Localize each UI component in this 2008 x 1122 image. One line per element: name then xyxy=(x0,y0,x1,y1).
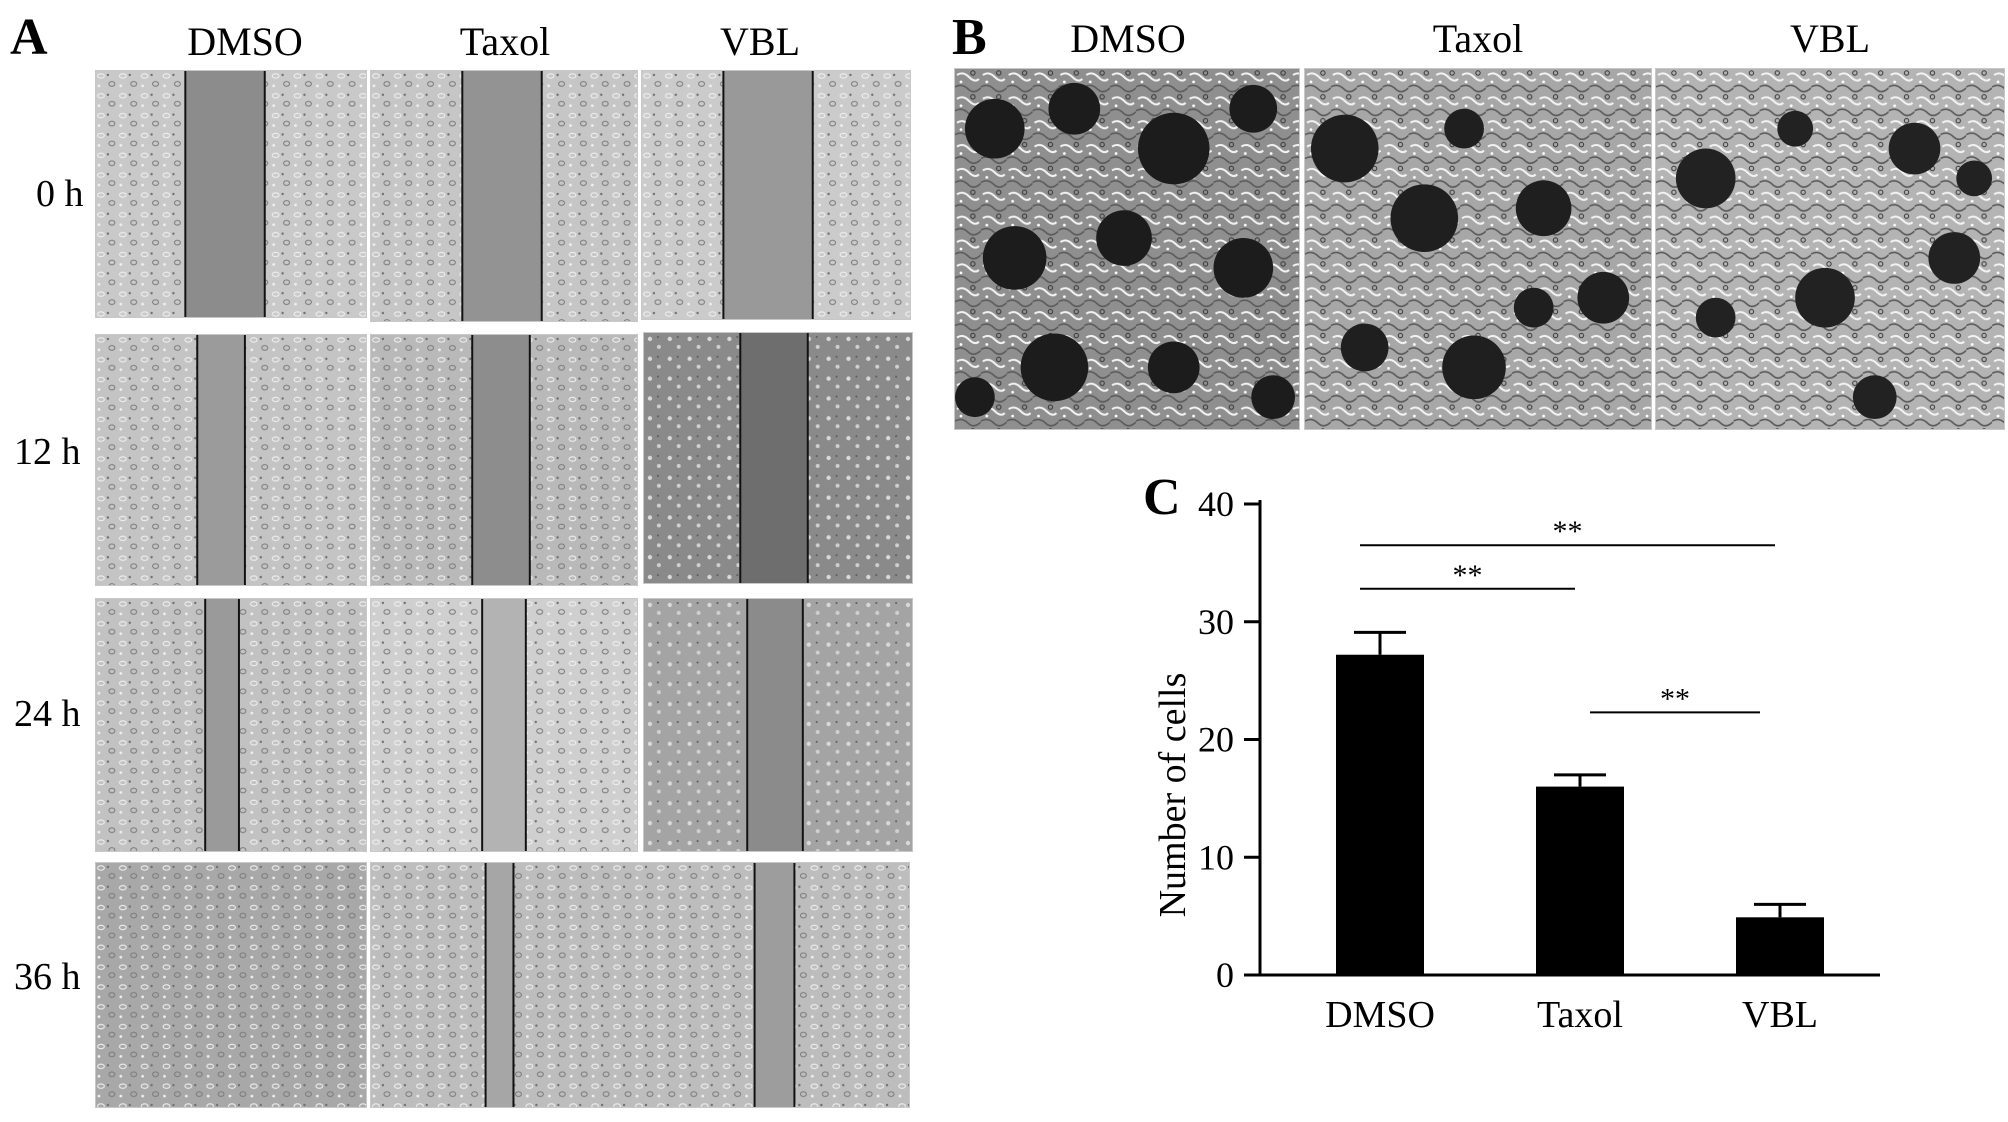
bar-series xyxy=(1336,630,1824,975)
x-tick-label-vbl: VBL xyxy=(1742,994,1818,1036)
y-tick-label: 10 xyxy=(1198,837,1234,877)
significance-brackets: ** ** ** xyxy=(1360,515,1775,715)
wound-image-vbl-0h xyxy=(641,70,911,320)
significance-label: ** xyxy=(1453,559,1483,592)
y-tick-label: 0 xyxy=(1216,955,1234,995)
panel-b-col-vbl: VBL xyxy=(1790,16,1870,61)
panel-c-letter: C xyxy=(1143,469,1181,526)
panel-b-col-taxol: Taxol xyxy=(1432,16,1524,61)
wound-image-dmso-0h xyxy=(95,70,367,318)
wound-image-taxol-vbl-36h xyxy=(370,862,910,1108)
x-axis: DMSO Taxol VBL xyxy=(1260,973,1880,1036)
wound-image-dmso-12h xyxy=(95,334,367,586)
panel-b-letter: B xyxy=(952,9,987,66)
significance-label: ** xyxy=(1660,682,1690,715)
panel-a-col-taxol: Taxol xyxy=(459,19,551,64)
y-tick-label: 40 xyxy=(1198,484,1234,524)
wound-image-dmso-36h xyxy=(95,862,367,1108)
bar-chart-number-of-cells: 0 10 20 30 40 DMSO Taxol VBL ** ** ** Number of … xyxy=(1152,484,1880,1036)
wound-image-vbl-12h xyxy=(643,332,913,584)
y-axis-label: Number of cells xyxy=(1152,673,1194,918)
panel-a-col-dmso: DMSO xyxy=(187,19,303,64)
panel-a-row-12h: 12 h xyxy=(14,431,81,473)
y-tick-label: 20 xyxy=(1198,720,1234,760)
x-tick-label-dmso: DMSO xyxy=(1325,994,1435,1036)
significance-label: ** xyxy=(1553,515,1583,548)
invasion-image-taxol xyxy=(1304,68,1652,430)
panel-a-letter: A xyxy=(10,9,48,66)
wound-image-taxol-0h xyxy=(370,70,638,322)
wound-image-dmso-24h xyxy=(95,598,367,852)
bar-vbl xyxy=(1736,917,1824,975)
panel-a-col-vbl: VBL xyxy=(720,19,800,64)
bar-dmso xyxy=(1336,654,1424,975)
wound-image-taxol-12h xyxy=(370,334,638,586)
wound-image-vbl-24h xyxy=(643,598,913,852)
panel-b-col-dmso: DMSO xyxy=(1070,16,1186,61)
panel-a-row-24h: 24 h xyxy=(14,693,81,735)
bar-taxol xyxy=(1536,786,1624,975)
y-tick-label: 30 xyxy=(1198,602,1234,642)
invasion-image-dmso xyxy=(954,68,1300,430)
wound-image-taxol-24h xyxy=(370,598,638,852)
invasion-image-vbl xyxy=(1655,68,2005,430)
panel-a-row-36h: 36 h xyxy=(14,956,81,998)
y-axis: 0 10 20 30 40 xyxy=(1198,484,1262,995)
x-tick-label-taxol: Taxol xyxy=(1537,994,1623,1036)
panel-a-row-0h: 0 h xyxy=(36,173,84,215)
